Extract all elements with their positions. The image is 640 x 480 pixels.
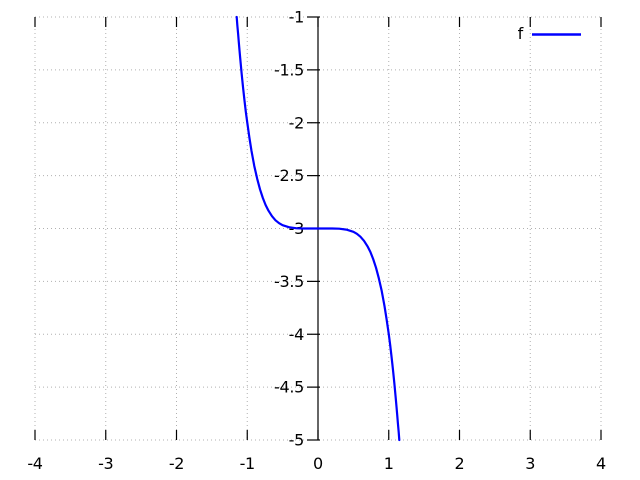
x-tick-label: -2 — [169, 454, 184, 473]
curve-f — [235, 15, 401, 442]
legend-label-f: f — [518, 24, 524, 43]
x-tick-label: -1 — [240, 454, 255, 473]
x-tick-label: 0 — [313, 454, 323, 473]
y-tick-label: -1.5 — [274, 60, 304, 79]
y-tick-label: -2.5 — [274, 166, 304, 185]
x-tick-label: 4 — [596, 454, 606, 473]
y-tick-label: -4 — [289, 325, 304, 344]
x-tick-label: 2 — [455, 454, 465, 473]
x-tick-label: -3 — [98, 454, 113, 473]
x-tick-label: 3 — [525, 454, 535, 473]
x-tick-label: -4 — [27, 454, 42, 473]
y-tick-label: -1 — [289, 8, 304, 27]
y-tick-label: -2 — [289, 113, 304, 132]
y-tick-label: -3.5 — [274, 272, 304, 291]
y-tick-label: -5 — [289, 431, 304, 450]
y-tick-label: -4.5 — [274, 378, 304, 397]
x-tick-label: 1 — [384, 454, 394, 473]
